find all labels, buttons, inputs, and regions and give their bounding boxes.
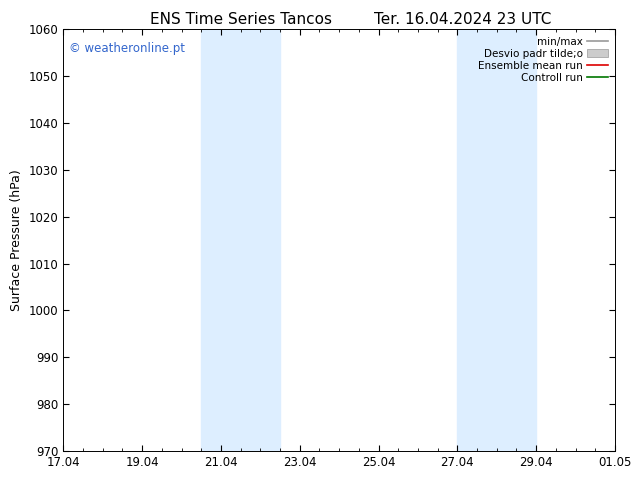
Text: Ter. 16.04.2024 23 UTC: Ter. 16.04.2024 23 UTC <box>374 12 552 27</box>
Legend: min/max, Desvio padr tilde;o, Ensemble mean run, Controll run: min/max, Desvio padr tilde;o, Ensemble m… <box>476 35 610 85</box>
Bar <box>457 29 536 451</box>
Bar <box>202 29 280 451</box>
Text: ENS Time Series Tancos: ENS Time Series Tancos <box>150 12 332 27</box>
Text: © weatheronline.pt: © weatheronline.pt <box>69 42 185 55</box>
Y-axis label: Surface Pressure (hPa): Surface Pressure (hPa) <box>10 169 23 311</box>
